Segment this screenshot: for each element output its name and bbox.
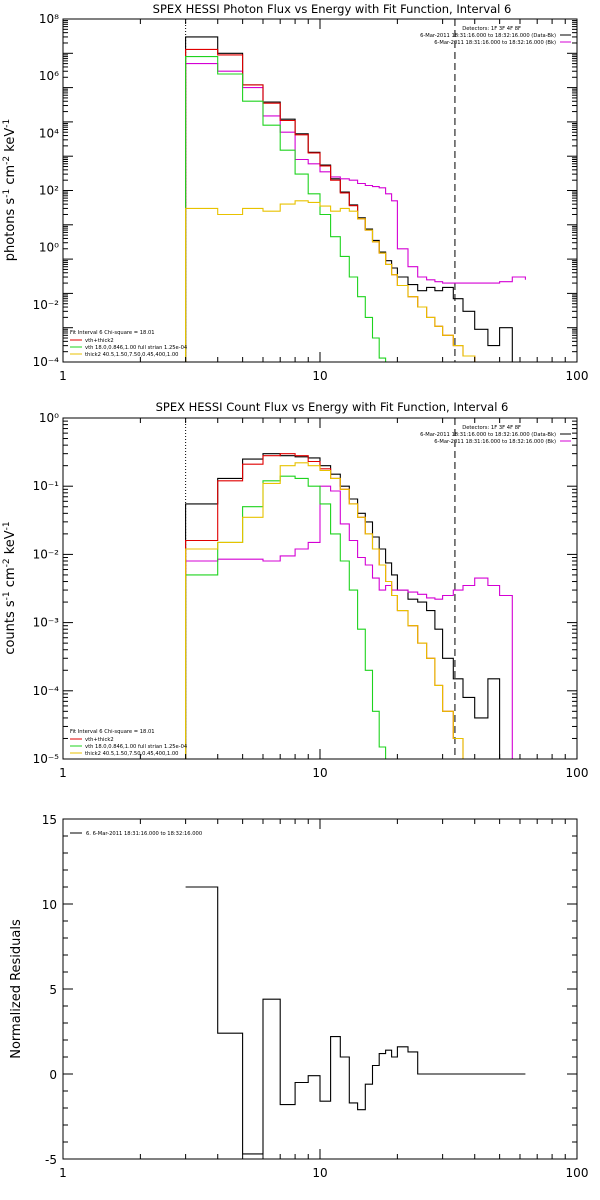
count-legend-databk: 6-Mar-2011 18:31:16.000 to 18:32:16.000 … (420, 432, 556, 438)
photon-legend-total: vth+thick2 (85, 338, 114, 344)
series-data-bk-line (185, 453, 501, 759)
y-tick-label: 10⁻² (33, 547, 60, 561)
y-tick-label: 10⁴ (39, 126, 59, 140)
residual-plot-frame (62, 818, 578, 1160)
series-vth-line (185, 56, 387, 362)
residual-ticks: 1 10 100 -5 0 5 10 15 (42, 813, 589, 1180)
photon-legend-databk: 6-Mar-2011 18:31:16.000 to 18:32:16.000 … (420, 33, 556, 39)
series-bk-line (185, 63, 526, 362)
x-tick-label: 100 (566, 1166, 589, 1180)
count-legend-bk: 6-Mar-2011 18:31:16.000 to 18:32:16.000 … (434, 439, 556, 445)
y-tick-label: 10⁰ (39, 241, 59, 255)
y-tick-label: 10⁻¹ (33, 479, 60, 493)
photon-y-axis-label: photons s-1 cm-2 keV-1 (2, 119, 18, 261)
photon-legend-detectors: Detectors: 1F 3F 4F 8F (462, 26, 521, 32)
photon-legend-bk: 6-Mar-2011 18:31:16.000 to 18:32:16.000 … (434, 40, 556, 46)
count-legend-vth: vth 18.0,0.846,1.00 full strian 1.25e-04 (85, 744, 188, 750)
photon-series-group (185, 19, 526, 362)
y-tick-label: 15 (42, 813, 57, 827)
count-legend-thick2: thick2 40.5,1.50,7.50,0.45,400,1.00 (85, 751, 178, 757)
y-tick-label: 10 (42, 898, 57, 912)
x-tick-label: 1 (59, 369, 67, 383)
x-tick-label: 10 (312, 766, 327, 780)
photon-legend-vth: vth 18.0,0.846,1.00 full strian 1.25e-04 (85, 345, 188, 351)
y-tick-label: 10⁻⁴ (33, 684, 60, 698)
y-tick-label: -5 (45, 1153, 57, 1167)
series-vth-thick2-line (185, 453, 476, 759)
residual-legend-text: 6. 6-Mar-2011 18:31:16.000 to 18:32:16.0… (86, 831, 202, 837)
y-tick-label: 10⁸ (39, 12, 59, 26)
photon-plot-frame (62, 18, 578, 363)
x-tick-label: 1 (59, 766, 67, 780)
photon-flux-panel: SPEX HESSI Photon Flux vs Energy with Fi… (2, 2, 588, 383)
y-tick-label: 10⁻⁵ (33, 752, 60, 766)
photon-legend-thick2: thick2 40.5,1.50,7.50,0.45,400,1.00 (85, 352, 178, 358)
residuals-panel: 1 10 100 -5 0 5 10 15 Normalized Residuals 6. 6… (9, 813, 588, 1180)
series-thick2-line (185, 200, 476, 362)
x-tick-label: 10 (312, 369, 327, 383)
count-flux-panel: SPEX HESSI Count Flux vs Energy with Fit… (2, 400, 588, 780)
count-legend-detectors: Detectors: 1F 3F 4F 8F (462, 425, 521, 431)
count-legend-fit: Fit Interval 6 Chi-square = 18.01 (70, 729, 155, 735)
residual-y-axis-label: Normalized Residuals (9, 919, 24, 1059)
series-vth-line (185, 475, 387, 759)
x-tick-label: 100 (566, 766, 589, 780)
x-tick-label: 100 (566, 369, 589, 383)
count-ticks: 1 10 100 10⁻⁵ 10⁻⁴ 10⁻³ 10⁻² 10⁻¹ 10⁰ (33, 411, 589, 780)
y-tick-label: 5 (49, 983, 57, 997)
x-tick-label: 10 (312, 1166, 327, 1180)
series-residuals-line (185, 886, 526, 1155)
photon-ticks: 1 10 100 10⁻⁴ 10⁻² 10⁰ 10² 10⁴ 10⁶ 10⁸ (33, 12, 589, 383)
y-tick-label: 0 (49, 1068, 57, 1082)
photon-plot-title: SPEX HESSI Photon Flux vs Energy with Fi… (153, 2, 512, 16)
count-series-group (185, 418, 513, 759)
residual-series-group (185, 886, 526, 1155)
y-tick-label: 10⁻³ (33, 616, 60, 630)
y-tick-label: 10⁰ (39, 411, 59, 425)
series-bk-line (185, 485, 513, 759)
count-y-axis-label: counts s-1 cm-2 keV-1 (2, 521, 18, 654)
y-tick-label: 10⁶ (39, 69, 59, 83)
count-legend-total: vth+thick2 (85, 737, 114, 743)
y-tick-label: 10² (39, 184, 59, 198)
count-plot-title: SPEX HESSI Count Flux vs Energy with Fit… (156, 400, 509, 414)
y-tick-label: 10⁻⁴ (33, 355, 60, 369)
y-tick-label: 10⁻² (33, 298, 60, 312)
photon-plot-area (185, 19, 526, 362)
series-thick2-line (185, 462, 476, 759)
photon-legend-fit: Fit Interval 6 Chi-square = 18.01 (70, 330, 155, 336)
x-tick-label: 1 (59, 1166, 67, 1180)
